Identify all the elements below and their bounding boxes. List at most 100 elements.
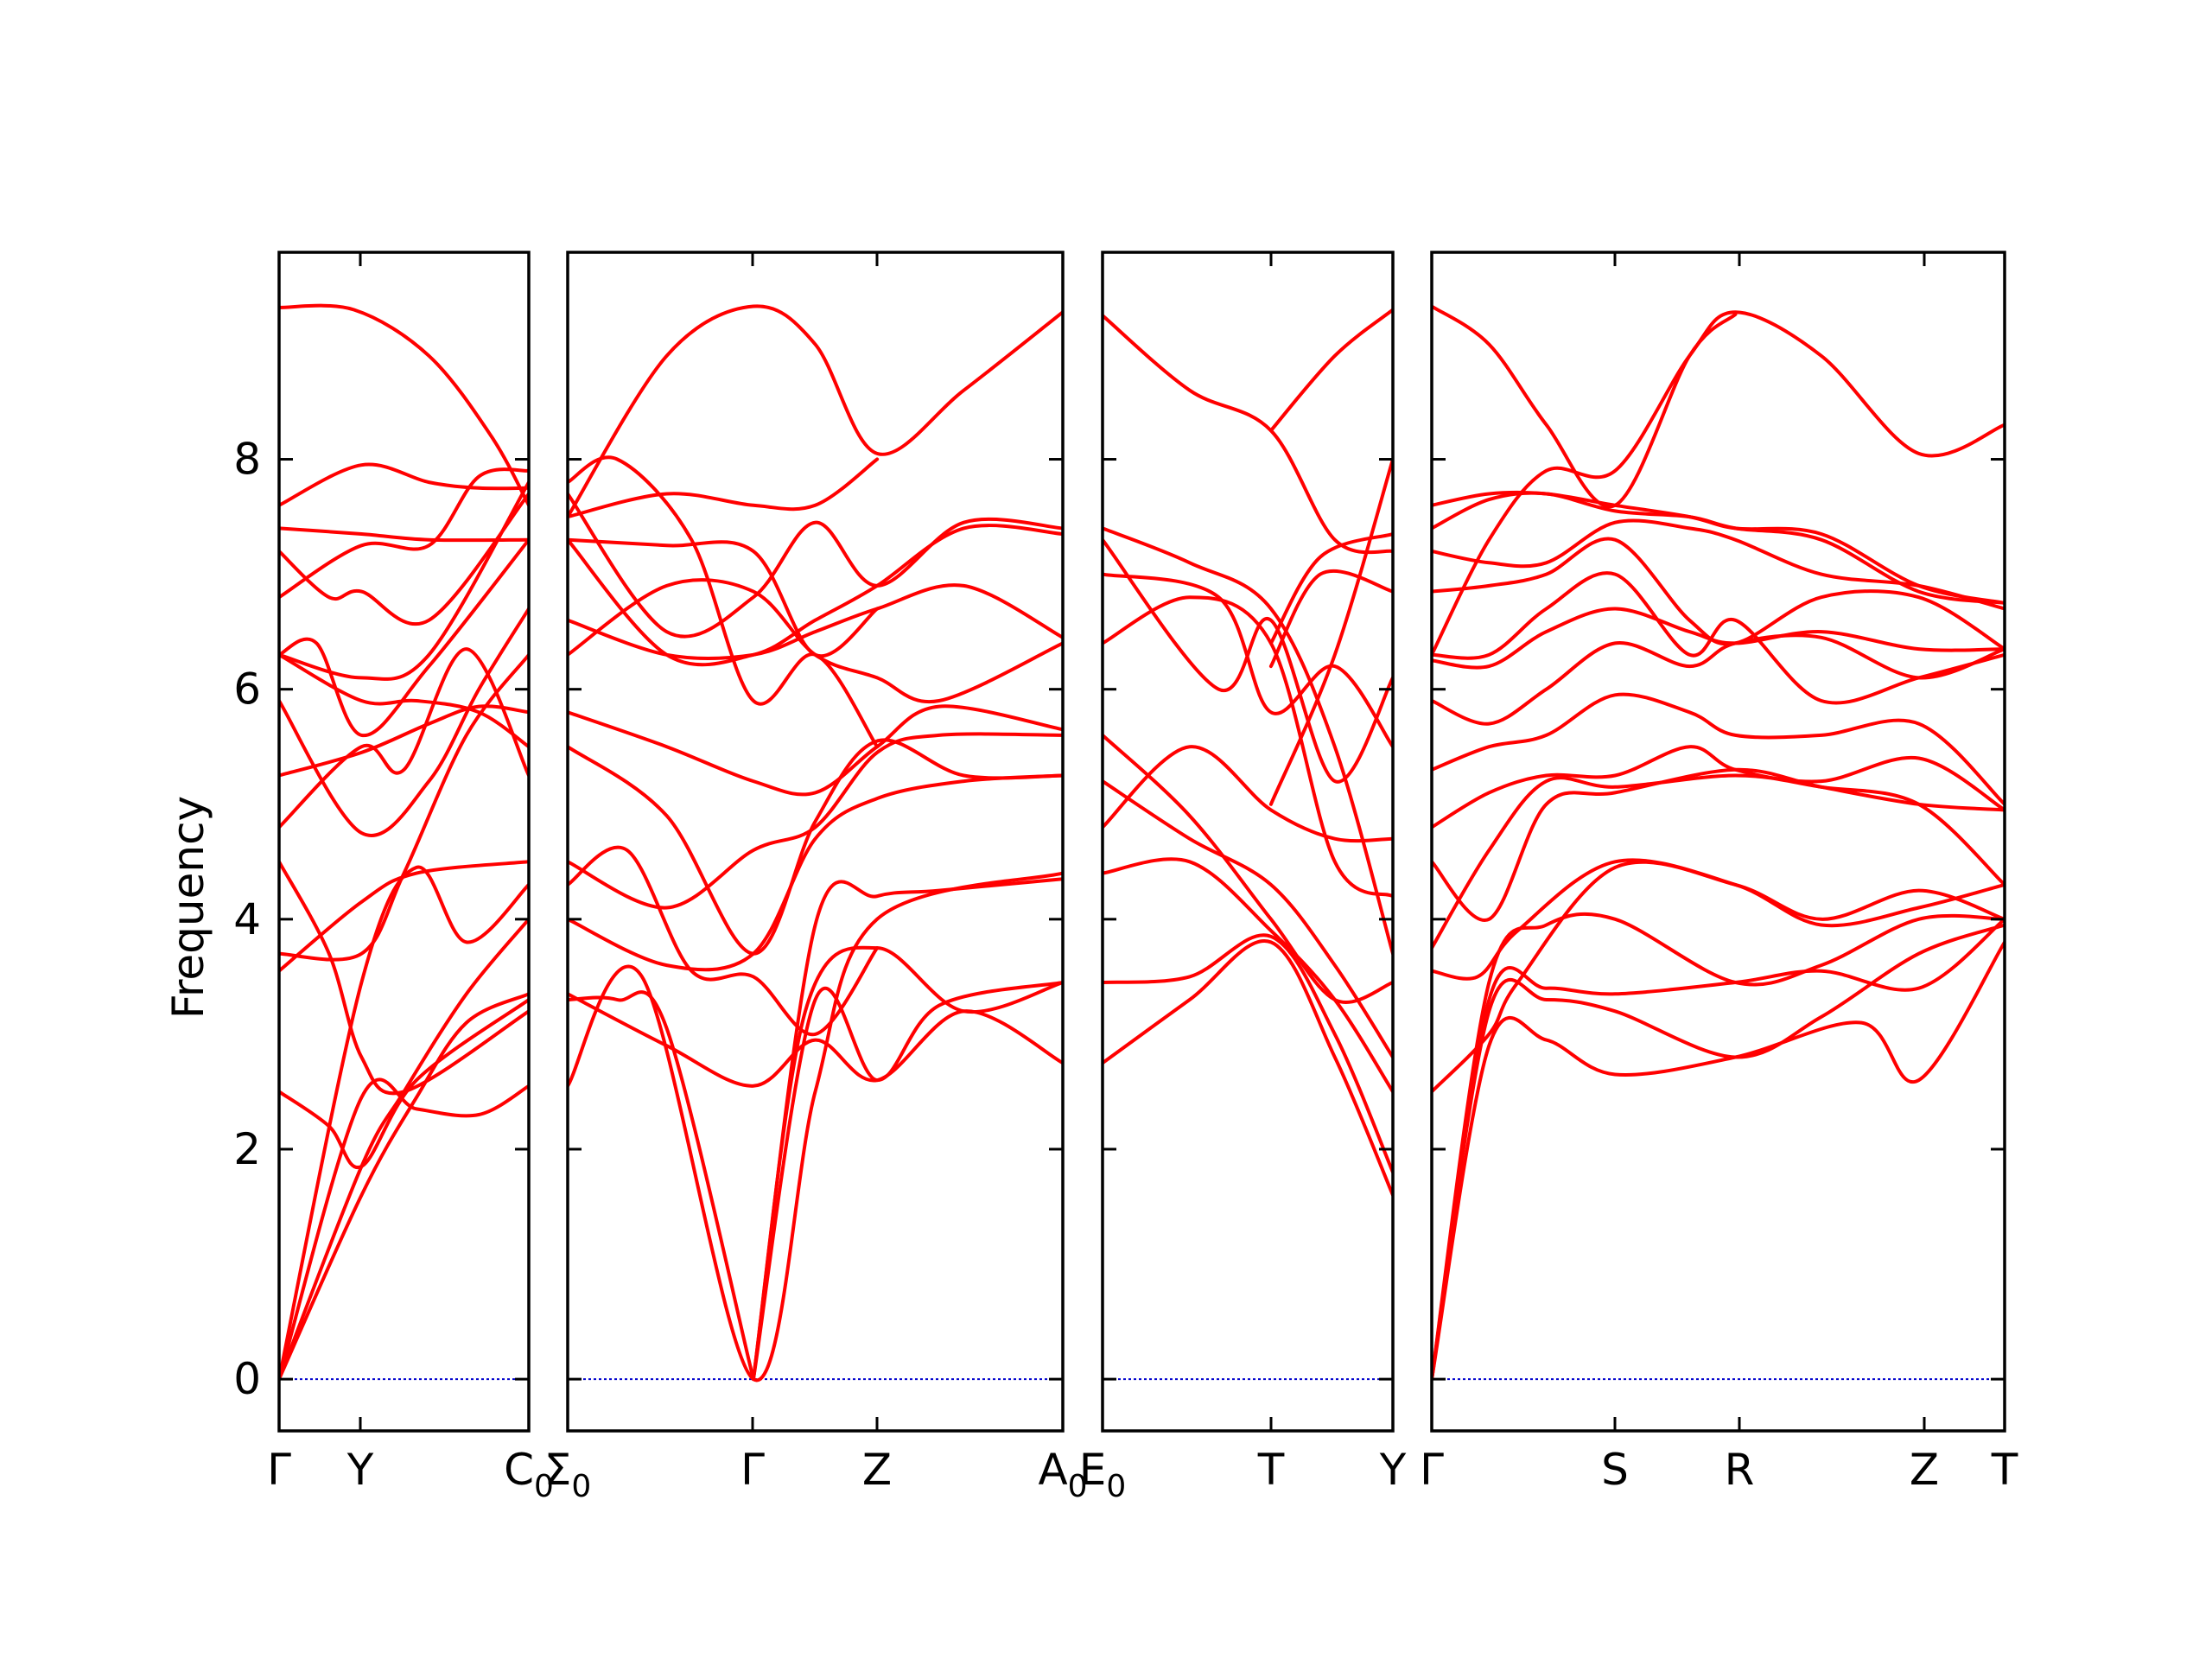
band-line [1103,595,1393,899]
bands [1432,304,2005,1382]
x-tick-label: R [1725,1445,1755,1495]
bands [1103,308,1393,1198]
band-line [279,652,529,962]
band-line [1432,304,1738,509]
band-line [1432,745,2005,830]
band-line [568,773,1063,972]
band-line [1432,571,2005,705]
band-line [279,652,529,749]
y-tick-label: 2 [233,1124,261,1174]
band-line [1432,692,2005,806]
band-line [568,732,1063,910]
band-line [1103,938,1393,1198]
band-line [279,467,529,600]
band-line [1432,633,2005,726]
band-line [279,992,529,1382]
bands [568,304,1063,1382]
band-line [1103,537,1393,784]
band-line [568,990,755,1382]
band-line [279,526,529,543]
x-tick-label: Γ [741,1445,765,1495]
band-line [568,457,880,519]
x-tick-label: T [1991,1445,2018,1495]
panel-frame [1430,251,2006,1433]
band-line [1103,933,1393,1174]
band-line [1103,733,1393,1004]
y-tick-label: 6 [233,664,261,715]
x-tick-label: Γ [267,1445,291,1495]
band-line [1432,607,2005,670]
x-tick-label: Σ0 [544,1445,592,1504]
band-line [568,455,880,749]
band-line [279,860,529,1096]
band-line [1268,457,1393,806]
band-line [279,462,529,507]
band-line [751,981,1063,1382]
band-line [1432,310,2005,657]
band-line [1432,912,2005,1382]
band-line [568,738,1063,956]
band-line [279,537,529,737]
x-tick-label: Y [346,1445,374,1495]
y-axis-label: Frequency [163,796,213,1019]
band-line [279,607,529,837]
panel-1: Γ Y C0 [267,251,554,1504]
band-line [279,1077,529,1382]
band-line [568,304,1063,519]
y-tick-label: 0 [233,1354,261,1404]
band-line [279,492,529,626]
band-line [568,524,1063,667]
band-line [1432,767,2005,922]
band-line [1432,917,2005,1382]
band-line [1268,532,1393,645]
band-line [568,992,1063,1088]
band-line [1432,537,2005,652]
x-tick-label: Y [1379,1445,1407,1495]
band-line [568,578,1063,704]
panel-frame [1101,251,1395,1433]
x-tick-label: S [1601,1445,1629,1495]
panel-2: Σ0 Γ Z A0 [544,251,1088,1504]
bands [279,303,529,1382]
band-line [279,865,529,1382]
band-line [568,845,880,1036]
band-line [279,860,529,973]
band-line [1103,572,1393,749]
band-line [1432,773,2005,950]
panel-frame [277,251,531,1433]
band-line [279,303,529,507]
band-line [568,492,1063,639]
band-line [1432,923,2005,1382]
band-line [568,537,880,658]
panel-frame [566,251,1065,1433]
band-line [279,998,529,1170]
band-line [1432,858,2005,981]
band-line [1268,308,1393,433]
x-tick-label: E0 [1079,1445,1127,1504]
band-line [279,647,529,830]
band-line [1103,779,1393,1059]
x-tick-label: A0 [1038,1445,1087,1504]
x-tick-label: T [1257,1445,1285,1495]
panel-3: E0 T Y [1079,251,1407,1504]
x-tick-label: Z [862,1445,892,1495]
band-line [279,480,529,681]
y-tick-label: 4 [233,894,261,944]
band-line [1103,857,1393,1094]
x-tick-label: C0 [504,1445,554,1504]
x-tick-label: Z [1910,1445,1939,1495]
band-line [1103,314,1393,555]
x-tick-label: Γ [1420,1445,1444,1495]
band-line [1432,940,2005,1382]
band-line [279,917,529,1382]
band-line [751,877,1063,1382]
band-line [279,704,529,778]
band-line [568,871,1063,1382]
band-line [1103,745,1393,843]
band-line [568,704,1063,797]
band-line [1432,490,2005,605]
band-line [1268,569,1393,669]
